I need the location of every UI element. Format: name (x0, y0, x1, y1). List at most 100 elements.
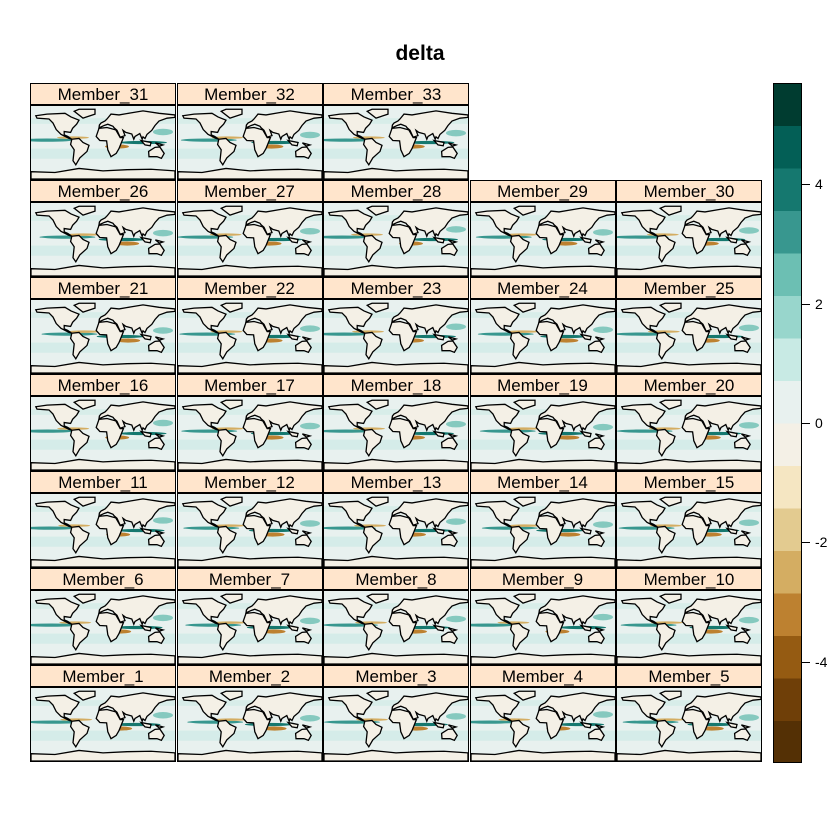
colorkey-tick-label: -2 (815, 534, 828, 551)
colorkey-tick (802, 184, 810, 186)
panel-strip-label: Member_29 (469, 180, 616, 202)
map-image (616, 299, 762, 374)
panel-strip-label: Member_24 (469, 277, 616, 299)
map-image (469, 687, 616, 762)
chart-title: delta (395, 42, 445, 65)
colorkey-tick-label: 0 (815, 415, 823, 431)
colorkey-band (773, 125, 802, 169)
map-panel: Member_7 (176, 568, 323, 665)
colorkey-band (773, 338, 802, 381)
map-image (616, 493, 762, 568)
panel-strip-label: Member_31 (30, 83, 176, 105)
colorkey-band (773, 295, 802, 339)
map-image (323, 202, 469, 277)
map-image (323, 590, 469, 665)
map-image (616, 202, 762, 277)
map-image (616, 687, 762, 762)
map-image (323, 299, 469, 374)
map-panel: Member_24 (469, 277, 616, 374)
map-image (176, 202, 323, 277)
map-panel: Member_13 (323, 471, 469, 568)
colorkey (773, 83, 802, 763)
map-image (176, 590, 323, 665)
panel-strip-label: Member_18 (323, 374, 469, 396)
map-image (469, 202, 616, 277)
panel-strip-label: Member_13 (323, 471, 469, 493)
colorkey-band (773, 635, 802, 679)
colorkey-tick (802, 542, 810, 544)
map-image (176, 396, 323, 471)
panel-strip-label: Member_10 (616, 568, 762, 590)
colorkey-band (773, 508, 802, 551)
map-panel: Member_28 (323, 180, 469, 277)
map-image (176, 493, 323, 568)
panel-strip-label: Member_23 (323, 277, 469, 299)
panel-strip-label: Member_11 (30, 471, 176, 493)
map-panel: Member_3 (323, 665, 469, 762)
map-panel: Member_26 (30, 180, 176, 277)
panel-strip-label: Member_16 (30, 374, 176, 396)
panel-strip-label: Member_21 (30, 277, 176, 299)
colorkey-tick (802, 423, 810, 424)
panel-strip-label: Member_20 (616, 374, 762, 396)
panel-strip-label: Member_33 (323, 83, 469, 105)
map-panel: Member_12 (176, 471, 323, 568)
map-panel: Member_31 (30, 83, 176, 180)
panel-strip-label: Member_12 (176, 471, 323, 493)
map-panel: Member_17 (176, 374, 323, 471)
map-panel: Member_6 (30, 568, 176, 665)
map-image (469, 396, 616, 471)
panel-strip-label: Member_28 (323, 180, 469, 202)
panel-strip-label: Member_19 (469, 374, 616, 396)
map-image (469, 299, 616, 374)
map-image (30, 687, 176, 762)
panel-strip-label: Member_7 (176, 568, 323, 590)
map-image (323, 493, 469, 568)
map-panel: Member_22 (176, 277, 323, 374)
colorkey-band (773, 593, 802, 636)
colorkey-band (773, 168, 802, 211)
map-panel: Member_33 (323, 83, 469, 180)
map-panel: Member_4 (469, 665, 616, 762)
map-panel: Member_29 (469, 180, 616, 277)
map-image (469, 493, 616, 568)
panel-strip-label: Member_22 (176, 277, 323, 299)
colorkey-band (773, 253, 802, 296)
map-image (30, 202, 176, 277)
panel-strip-label: Member_8 (323, 568, 469, 590)
panel-strip-label: Member_30 (616, 180, 762, 202)
map-panel: Member_14 (469, 471, 616, 568)
panel-strip-label: Member_17 (176, 374, 323, 396)
map-image (30, 396, 176, 471)
map-panel: Member_9 (469, 568, 616, 665)
map-image (176, 105, 323, 180)
map-panel: Member_11 (30, 471, 176, 568)
map-image (30, 590, 176, 665)
panel-strip-label: Member_9 (469, 568, 616, 590)
colorkey-band (773, 465, 802, 509)
panel-strip-label: Member_6 (30, 568, 176, 590)
panel-strip-label: Member_15 (616, 471, 762, 493)
map-image (176, 299, 323, 374)
map-image (469, 590, 616, 665)
panel-strip-label: Member_1 (30, 665, 176, 687)
map-image (30, 493, 176, 568)
colorkey-band (773, 83, 802, 126)
map-panel: Member_2 (176, 665, 323, 762)
map-image (616, 590, 762, 665)
colorkey-tick (802, 303, 810, 305)
map-panel: Member_19 (469, 374, 616, 471)
map-image (176, 687, 323, 762)
panel-strip-label: Member_2 (176, 665, 323, 687)
map-panel: Member_5 (616, 665, 762, 762)
map-image (30, 299, 176, 374)
map-panel: Member_18 (323, 374, 469, 471)
colorkey-band (773, 720, 802, 763)
map-panel: Member_25 (616, 277, 762, 374)
map-panel: Member_16 (30, 374, 176, 471)
map-panel: Member_30 (616, 180, 762, 277)
panel-strip-label: Member_5 (616, 665, 762, 687)
map-panel: Member_20 (616, 374, 762, 471)
map-panel: Member_15 (616, 471, 762, 568)
colorkey-tick-label: 4 (815, 176, 823, 193)
